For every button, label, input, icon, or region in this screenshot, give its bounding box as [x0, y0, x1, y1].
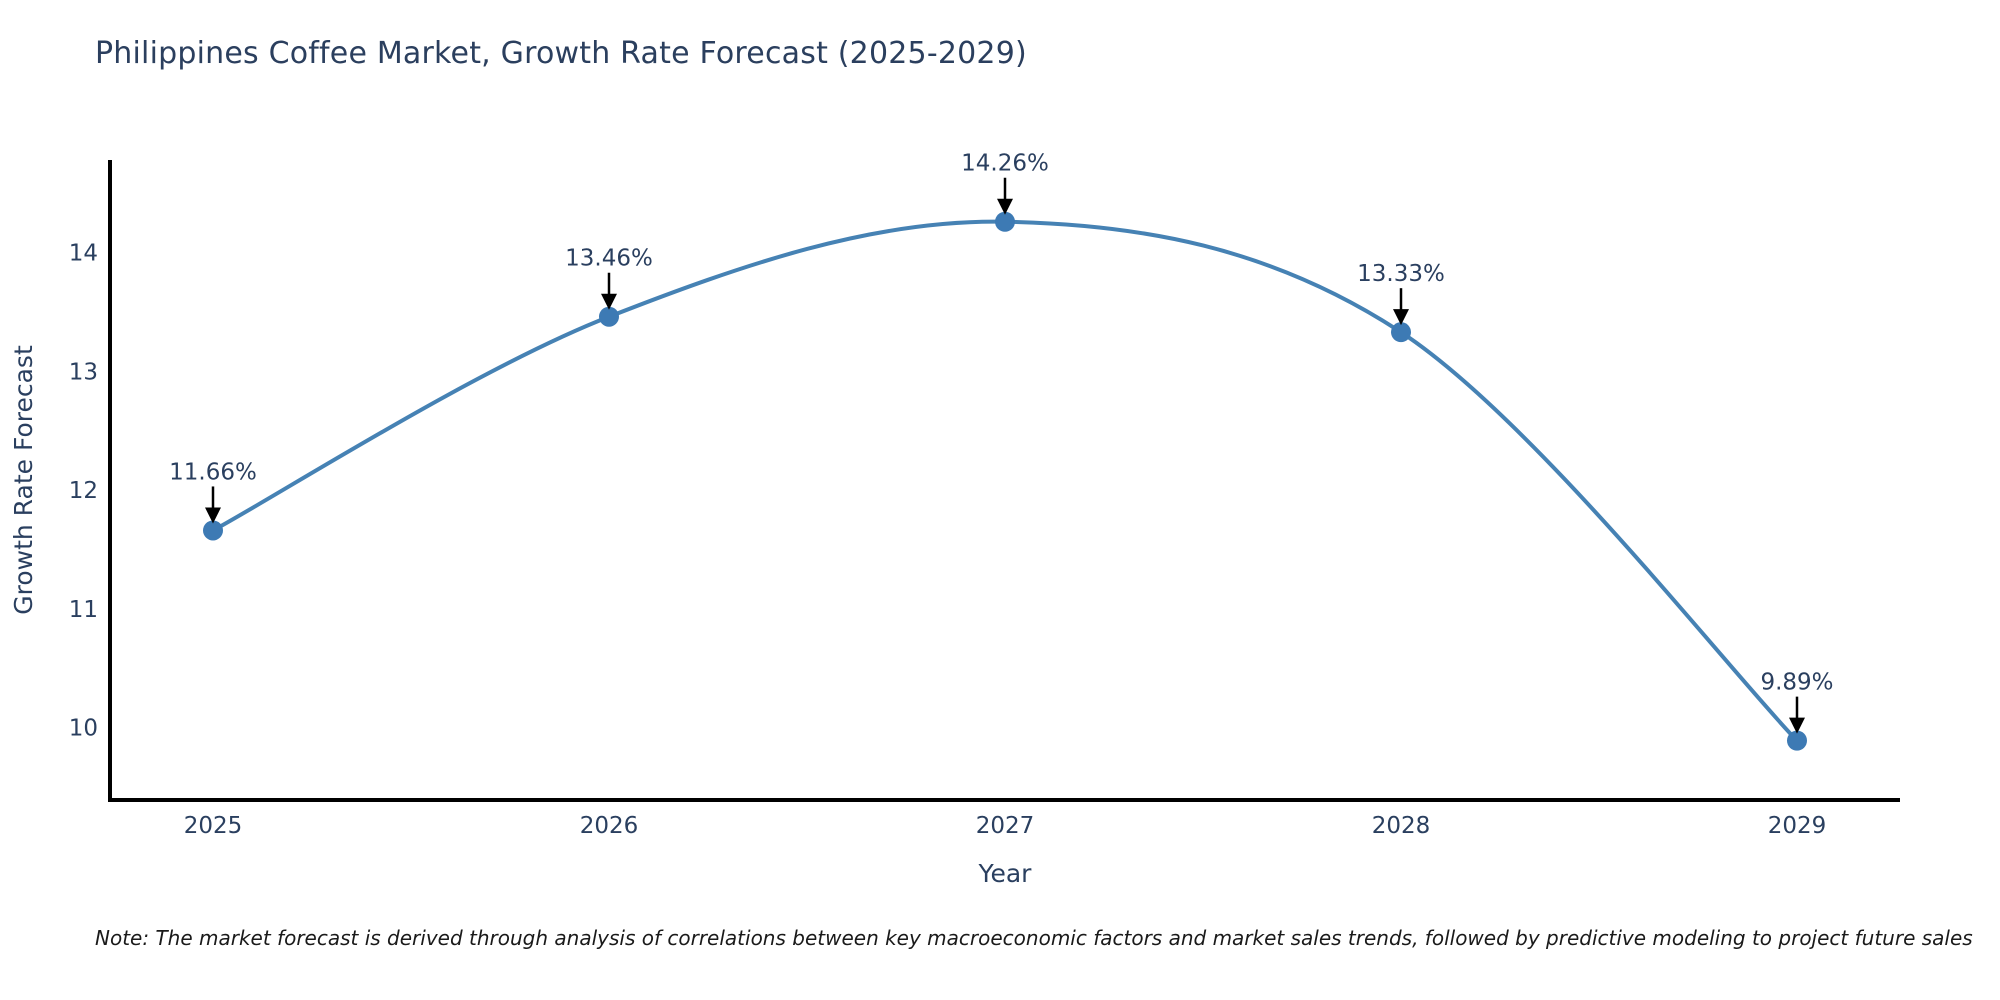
forecast-line — [211, 219, 1799, 743]
data-point-label: 13.46% — [565, 246, 653, 272]
annotation-arrowhead — [205, 507, 221, 524]
annotation-arrowhead — [1393, 309, 1409, 326]
y-tick-label: 10 — [69, 716, 98, 742]
x-tick-label: 2029 — [1768, 813, 1827, 839]
data-point-label: 11.66% — [169, 459, 257, 485]
data-point-label: 13.33% — [1357, 261, 1445, 287]
y-axis-title: Growth Rate Forecast — [9, 345, 38, 615]
y-tick-label: 13 — [69, 359, 98, 385]
x-tick-label: 2028 — [1372, 813, 1431, 839]
data-point-marker[interactable] — [1391, 322, 1411, 343]
annotation-arrowhead — [997, 198, 1013, 215]
annotation-arrowhead — [1789, 717, 1805, 734]
chart-title: Philippines Coffee Market, Growth Rate F… — [95, 36, 1027, 71]
data-point-label: 9.89% — [1760, 670, 1833, 696]
x-tick-label: 2027 — [976, 813, 1035, 839]
x-tick-label: 2025 — [184, 813, 243, 839]
chart-note: Note: The market forecast is derived thr… — [95, 926, 1973, 950]
y-tick-label: 11 — [69, 597, 98, 623]
y-tick-label: 14 — [69, 241, 98, 267]
data-point-label: 14.26% — [961, 151, 1049, 177]
x-axis-title: Year — [978, 859, 1033, 888]
data-point-marker[interactable] — [1787, 730, 1807, 751]
data-point-marker[interactable] — [599, 306, 619, 327]
x-tick-label: 2026 — [580, 813, 639, 839]
data-point-marker[interactable] — [995, 211, 1015, 232]
y-tick-label: 12 — [69, 478, 98, 504]
data-point-marker[interactable] — [203, 520, 223, 541]
annotation-arrowhead — [601, 293, 617, 310]
